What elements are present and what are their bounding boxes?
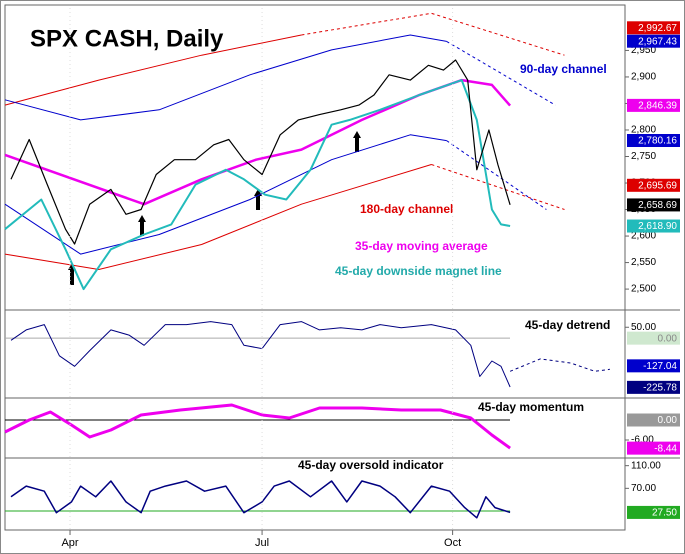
value-box xyxy=(627,219,680,233)
value-box xyxy=(627,178,680,192)
annotation: 45-day downside magnet line xyxy=(335,264,502,278)
y-tick-label: 70.00 xyxy=(631,483,656,494)
y-tick-label: 2,600 xyxy=(631,231,656,242)
y-tick-label: 2,900 xyxy=(631,72,656,83)
x-tick-label: Oct xyxy=(444,537,461,549)
panel-title: 45-day oversold indicator xyxy=(298,458,444,472)
value-box xyxy=(627,331,680,345)
series-line xyxy=(10,480,511,519)
value-box-label: 27.50 xyxy=(652,508,677,519)
x-tick-label: Apr xyxy=(61,537,78,549)
series-line xyxy=(4,134,447,255)
series-line xyxy=(4,78,512,206)
value-box xyxy=(627,134,680,148)
annotation: 180-day channel xyxy=(360,202,453,216)
value-box-label: -127.04 xyxy=(643,361,677,372)
value-box-label: 2,618.90 xyxy=(638,221,677,232)
y-tick-label: -6.00 xyxy=(631,435,654,446)
plot-frame xyxy=(4,4,626,531)
series-line xyxy=(4,34,447,121)
value-box-label: 0.00 xyxy=(658,415,678,426)
value-box xyxy=(627,359,680,373)
series-line xyxy=(301,12,565,56)
series-line xyxy=(4,34,302,106)
x-tick-label: Jul xyxy=(255,537,269,549)
value-box-label: 2,967.43 xyxy=(638,36,677,47)
series-line xyxy=(446,140,547,210)
panel-title: 45-day detrend xyxy=(525,318,610,332)
value-box-label: -225.78 xyxy=(643,383,677,394)
series-line xyxy=(4,164,432,270)
y-tick-label: 2,550 xyxy=(631,257,656,268)
value-box-label: 2,846.39 xyxy=(638,101,677,112)
value-box xyxy=(627,413,680,427)
value-box-label: 2,992.67 xyxy=(638,23,677,34)
annotation: 90-day channel xyxy=(520,62,607,76)
arrow xyxy=(353,131,361,152)
value-box xyxy=(627,441,680,455)
y-tick-label: 2,950 xyxy=(631,45,656,56)
value-box xyxy=(627,198,680,212)
series-line xyxy=(10,59,511,245)
panel-title: SPX CASH, Daily xyxy=(30,25,224,52)
panel-title: 45-day momentum xyxy=(478,400,584,414)
value-box xyxy=(627,380,680,394)
value-box xyxy=(627,21,680,35)
arrow xyxy=(138,215,146,236)
y-tick-label: 110.00 xyxy=(631,460,661,471)
y-tick-label: 2,500 xyxy=(631,284,656,295)
y-tick-label: 2,750 xyxy=(631,151,656,162)
value-box xyxy=(627,34,680,48)
value-box-label: 0.00 xyxy=(658,333,678,344)
value-box xyxy=(627,98,680,112)
y-tick-label: 50.00 xyxy=(631,322,656,333)
value-box-label: 2,658.69 xyxy=(638,200,677,211)
value-box-label: -8.44 xyxy=(654,443,677,454)
series-line xyxy=(4,403,511,450)
value-box xyxy=(627,505,680,519)
annotation: 35-day moving average xyxy=(355,239,488,253)
y-tick-label: 2,800 xyxy=(631,125,656,136)
value-box-label: 2,780.16 xyxy=(638,136,677,147)
value-box-label: 2,695.69 xyxy=(638,180,677,191)
